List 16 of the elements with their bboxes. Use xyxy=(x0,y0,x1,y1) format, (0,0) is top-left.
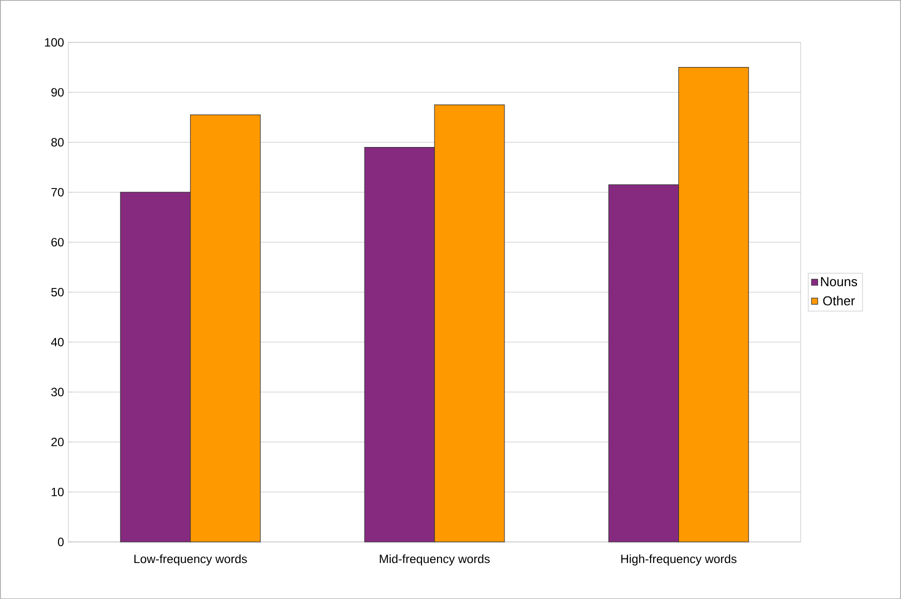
y-tick-label: 40 xyxy=(51,338,64,346)
y-tick-label: 30 xyxy=(51,388,64,396)
y-tick-label: 0 xyxy=(58,538,64,546)
legend-label: Nouns xyxy=(821,277,858,286)
y-tick-label: 60 xyxy=(51,238,64,246)
y-tick-label: 20 xyxy=(51,438,64,446)
x-tick-label: High-frequency words xyxy=(621,554,736,566)
y-tick-label: 90 xyxy=(51,88,64,96)
y-tick-label: 70 xyxy=(51,188,64,196)
x-tick-label: Mid-frequency words xyxy=(380,554,490,566)
x-tick-label: Low-frequency words xyxy=(134,554,247,566)
y-tick-label: 50 xyxy=(51,288,64,296)
legend-label: Other xyxy=(823,296,855,306)
y-tick-label: 80 xyxy=(51,138,64,146)
y-tick-label: 100 xyxy=(45,38,64,46)
y-tick-label: 10 xyxy=(52,488,64,496)
